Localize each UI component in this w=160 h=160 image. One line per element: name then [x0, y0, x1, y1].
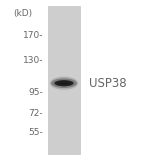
Text: 95-: 95- [28, 88, 43, 97]
Ellipse shape [51, 78, 77, 88]
Ellipse shape [50, 77, 78, 90]
Text: USP38: USP38 [89, 77, 126, 90]
Text: 55-: 55- [28, 128, 43, 137]
Ellipse shape [58, 81, 70, 85]
Text: 170-: 170- [23, 31, 43, 40]
Text: 72-: 72- [29, 109, 43, 118]
FancyBboxPatch shape [48, 6, 80, 154]
Text: 130-: 130- [23, 56, 43, 65]
Text: (kD): (kD) [14, 9, 33, 18]
Ellipse shape [54, 80, 74, 86]
